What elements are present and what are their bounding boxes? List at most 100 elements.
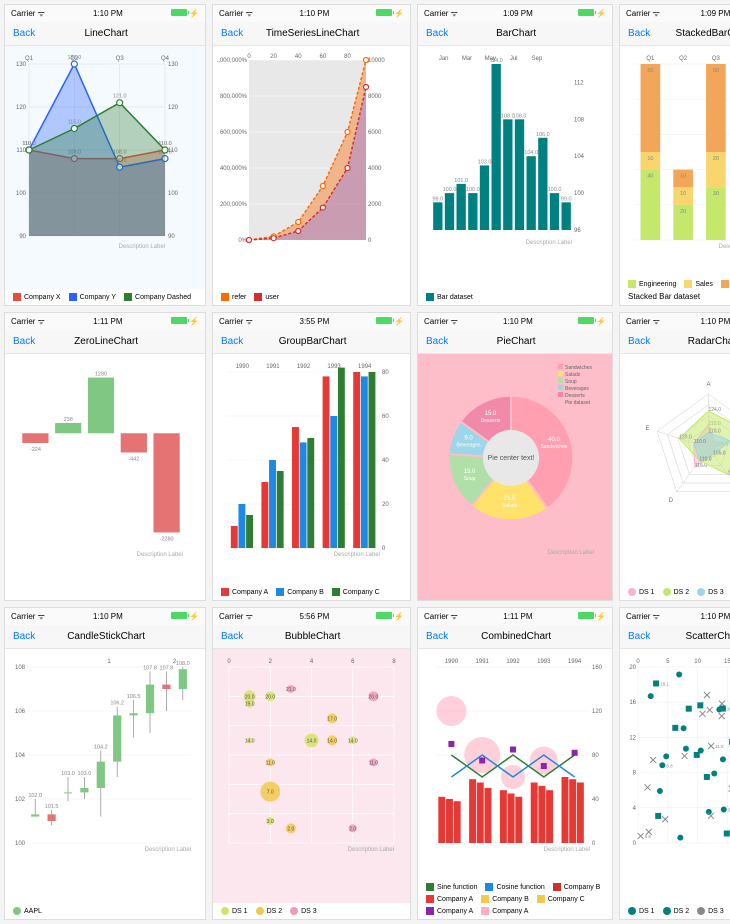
svg-text:Description Label: Description Label <box>334 552 380 558</box>
svg-text:D: D <box>669 498 674 504</box>
back-button[interactable]: Back <box>628 631 650 642</box>
chart-cell: Carrier ᯤ 1:11 PM ⚡ Back CombinedChart 0… <box>417 607 613 920</box>
carrier-label: Carrier ᯤ <box>11 611 45 622</box>
svg-text:101.0: 101.0 <box>454 178 468 184</box>
nav-bar: Back BarChart <box>418 22 612 46</box>
back-button[interactable]: Back <box>628 28 650 39</box>
chart-cell: Carrier ᯤ 1:09 PM ⚡ Back StackedBarChart… <box>619 4 730 306</box>
svg-text:A: A <box>706 382 710 388</box>
chart-grid: Carrier ᯤ 1:10 PM ⚡ Back LineChart 90901… <box>4 4 730 920</box>
svg-text:8: 8 <box>392 659 396 665</box>
svg-text:1992: 1992 <box>297 364 311 370</box>
back-button[interactable]: Back <box>426 336 448 347</box>
svg-text:40: 40 <box>382 458 389 464</box>
svg-text:80: 80 <box>382 370 389 376</box>
battery-icon: ⚡ <box>376 317 404 326</box>
nav-bar: Back BubbleChart <box>213 625 410 649</box>
svg-text:Jul: Jul <box>510 56 518 62</box>
svg-text:Description Label: Description Label <box>348 847 394 853</box>
svg-text:104.0: 104.0 <box>524 150 538 156</box>
svg-text:0: 0 <box>633 841 637 847</box>
battery-icon: ⚡ <box>578 9 606 18</box>
svg-text:11.0: 11.0 <box>715 744 724 749</box>
chart-legend: AAPL <box>5 903 205 919</box>
back-button[interactable]: Back <box>221 28 243 39</box>
svg-text:14.0: 14.0 <box>307 738 317 744</box>
svg-text:20: 20 <box>680 209 686 215</box>
chart-legend: DS 1DS 2DS 3 <box>620 903 730 919</box>
nav-bar: Back PieChart <box>418 330 612 354</box>
status-bar: Carrier ᯤ 1:10 PM ⚡ <box>620 313 730 330</box>
svg-text:108.0: 108.0 <box>176 661 190 667</box>
svg-text:80: 80 <box>344 54 351 60</box>
status-bar: Carrier ᯤ 1:10 PM ⚡ <box>418 313 612 330</box>
nav-bar: Back StackedBarChart <box>620 22 730 46</box>
back-button[interactable]: Back <box>426 631 448 642</box>
svg-text:1991: 1991 <box>476 659 490 665</box>
svg-text:1992: 1992 <box>506 659 520 665</box>
svg-text:21.0: 21.0 <box>504 496 516 502</box>
battery-icon: ⚡ <box>376 612 404 621</box>
svg-text:Sep: Sep <box>532 56 543 62</box>
svg-text:Sandwiches: Sandwiches <box>540 444 567 450</box>
svg-text:100: 100 <box>574 191 585 197</box>
svg-text:12: 12 <box>629 735 636 741</box>
svg-text:99.0: 99.0 <box>561 196 572 202</box>
chart-cell: Carrier ᯤ 1:10 PM ⚡ Back CandleStickChar… <box>4 607 206 920</box>
chart-canvas: 02040608019901991199219931994Description… <box>213 354 410 584</box>
svg-text:11.0: 11.0 <box>369 760 379 766</box>
svg-text:110: 110 <box>16 148 26 154</box>
svg-text:100.0: 100.0 <box>548 187 562 193</box>
svg-text:115.0: 115.0 <box>68 120 81 126</box>
svg-text:104.2: 104.2 <box>94 745 108 751</box>
svg-text:103.0: 103.0 <box>478 159 492 165</box>
chart-canvas: 0%200,000%400,000%600,000%800,000%1,000,… <box>213 46 410 289</box>
back-button[interactable]: Back <box>13 28 35 39</box>
page-title: GroupBarChart <box>279 336 347 347</box>
svg-text:238: 238 <box>64 417 73 423</box>
svg-text:121.0: 121.0 <box>113 94 127 100</box>
svg-text:May: May <box>485 56 496 62</box>
time-label: 3:55 PM <box>300 317 330 326</box>
svg-text:14.0: 14.0 <box>348 738 358 744</box>
nav-bar: Back ScatterChart <box>620 625 730 649</box>
svg-text:160: 160 <box>592 665 603 671</box>
chart-cell: Carrier ᯤ 5:56 PM ⚡ Back BubbleChart 024… <box>212 607 411 920</box>
svg-text:4: 4 <box>310 659 314 665</box>
chart-canvas: 9610010410811299.0100.0101.0100.0103.011… <box>418 46 612 289</box>
svg-text:Soup: Soup <box>565 379 577 385</box>
back-button[interactable]: Back <box>13 631 35 642</box>
svg-text:103.0: 103.0 <box>78 771 92 777</box>
back-button[interactable]: Back <box>426 28 448 39</box>
svg-text:108.0: 108.0 <box>513 113 527 119</box>
svg-text:108: 108 <box>574 117 585 123</box>
svg-text:Soup: Soup <box>464 476 476 482</box>
svg-text:0: 0 <box>227 659 231 665</box>
svg-text:1,000,000%: 1,000,000% <box>217 58 248 64</box>
carrier-label: Carrier ᯤ <box>626 316 660 327</box>
back-button[interactable]: Back <box>221 631 243 642</box>
svg-text:Description Label: Description Label <box>137 552 183 558</box>
svg-text:100: 100 <box>15 841 26 847</box>
svg-text:112: 112 <box>574 80 584 86</box>
svg-text:-442: -442 <box>128 456 139 462</box>
svg-text:5: 5 <box>666 659 670 665</box>
svg-text:Q2: Q2 <box>679 56 688 62</box>
page-title: TimeSeriesLineChart <box>266 28 360 39</box>
svg-text:-224: -224 <box>30 447 41 453</box>
back-button[interactable]: Back <box>13 336 35 347</box>
svg-text:Beverages: Beverages <box>457 443 481 449</box>
time-label: 1:10 PM <box>300 9 330 18</box>
svg-text:104: 104 <box>15 753 26 759</box>
chart-canvas: 9090100100110110120120130130Q1Q2Q3Q4110.… <box>5 46 205 289</box>
svg-text:20: 20 <box>270 54 277 60</box>
back-button[interactable]: Back <box>221 336 243 347</box>
svg-text:110.0: 110.0 <box>158 141 171 147</box>
back-button[interactable]: Back <box>628 336 650 347</box>
status-bar: Carrier ᯤ 3:55 PM ⚡ <box>213 313 410 330</box>
carrier-label: Carrier ᯤ <box>424 316 458 327</box>
svg-text:50: 50 <box>647 68 653 74</box>
svg-text:9.0: 9.0 <box>464 436 473 442</box>
svg-text:0: 0 <box>592 841 596 847</box>
battery-icon: ⚡ <box>171 317 199 326</box>
